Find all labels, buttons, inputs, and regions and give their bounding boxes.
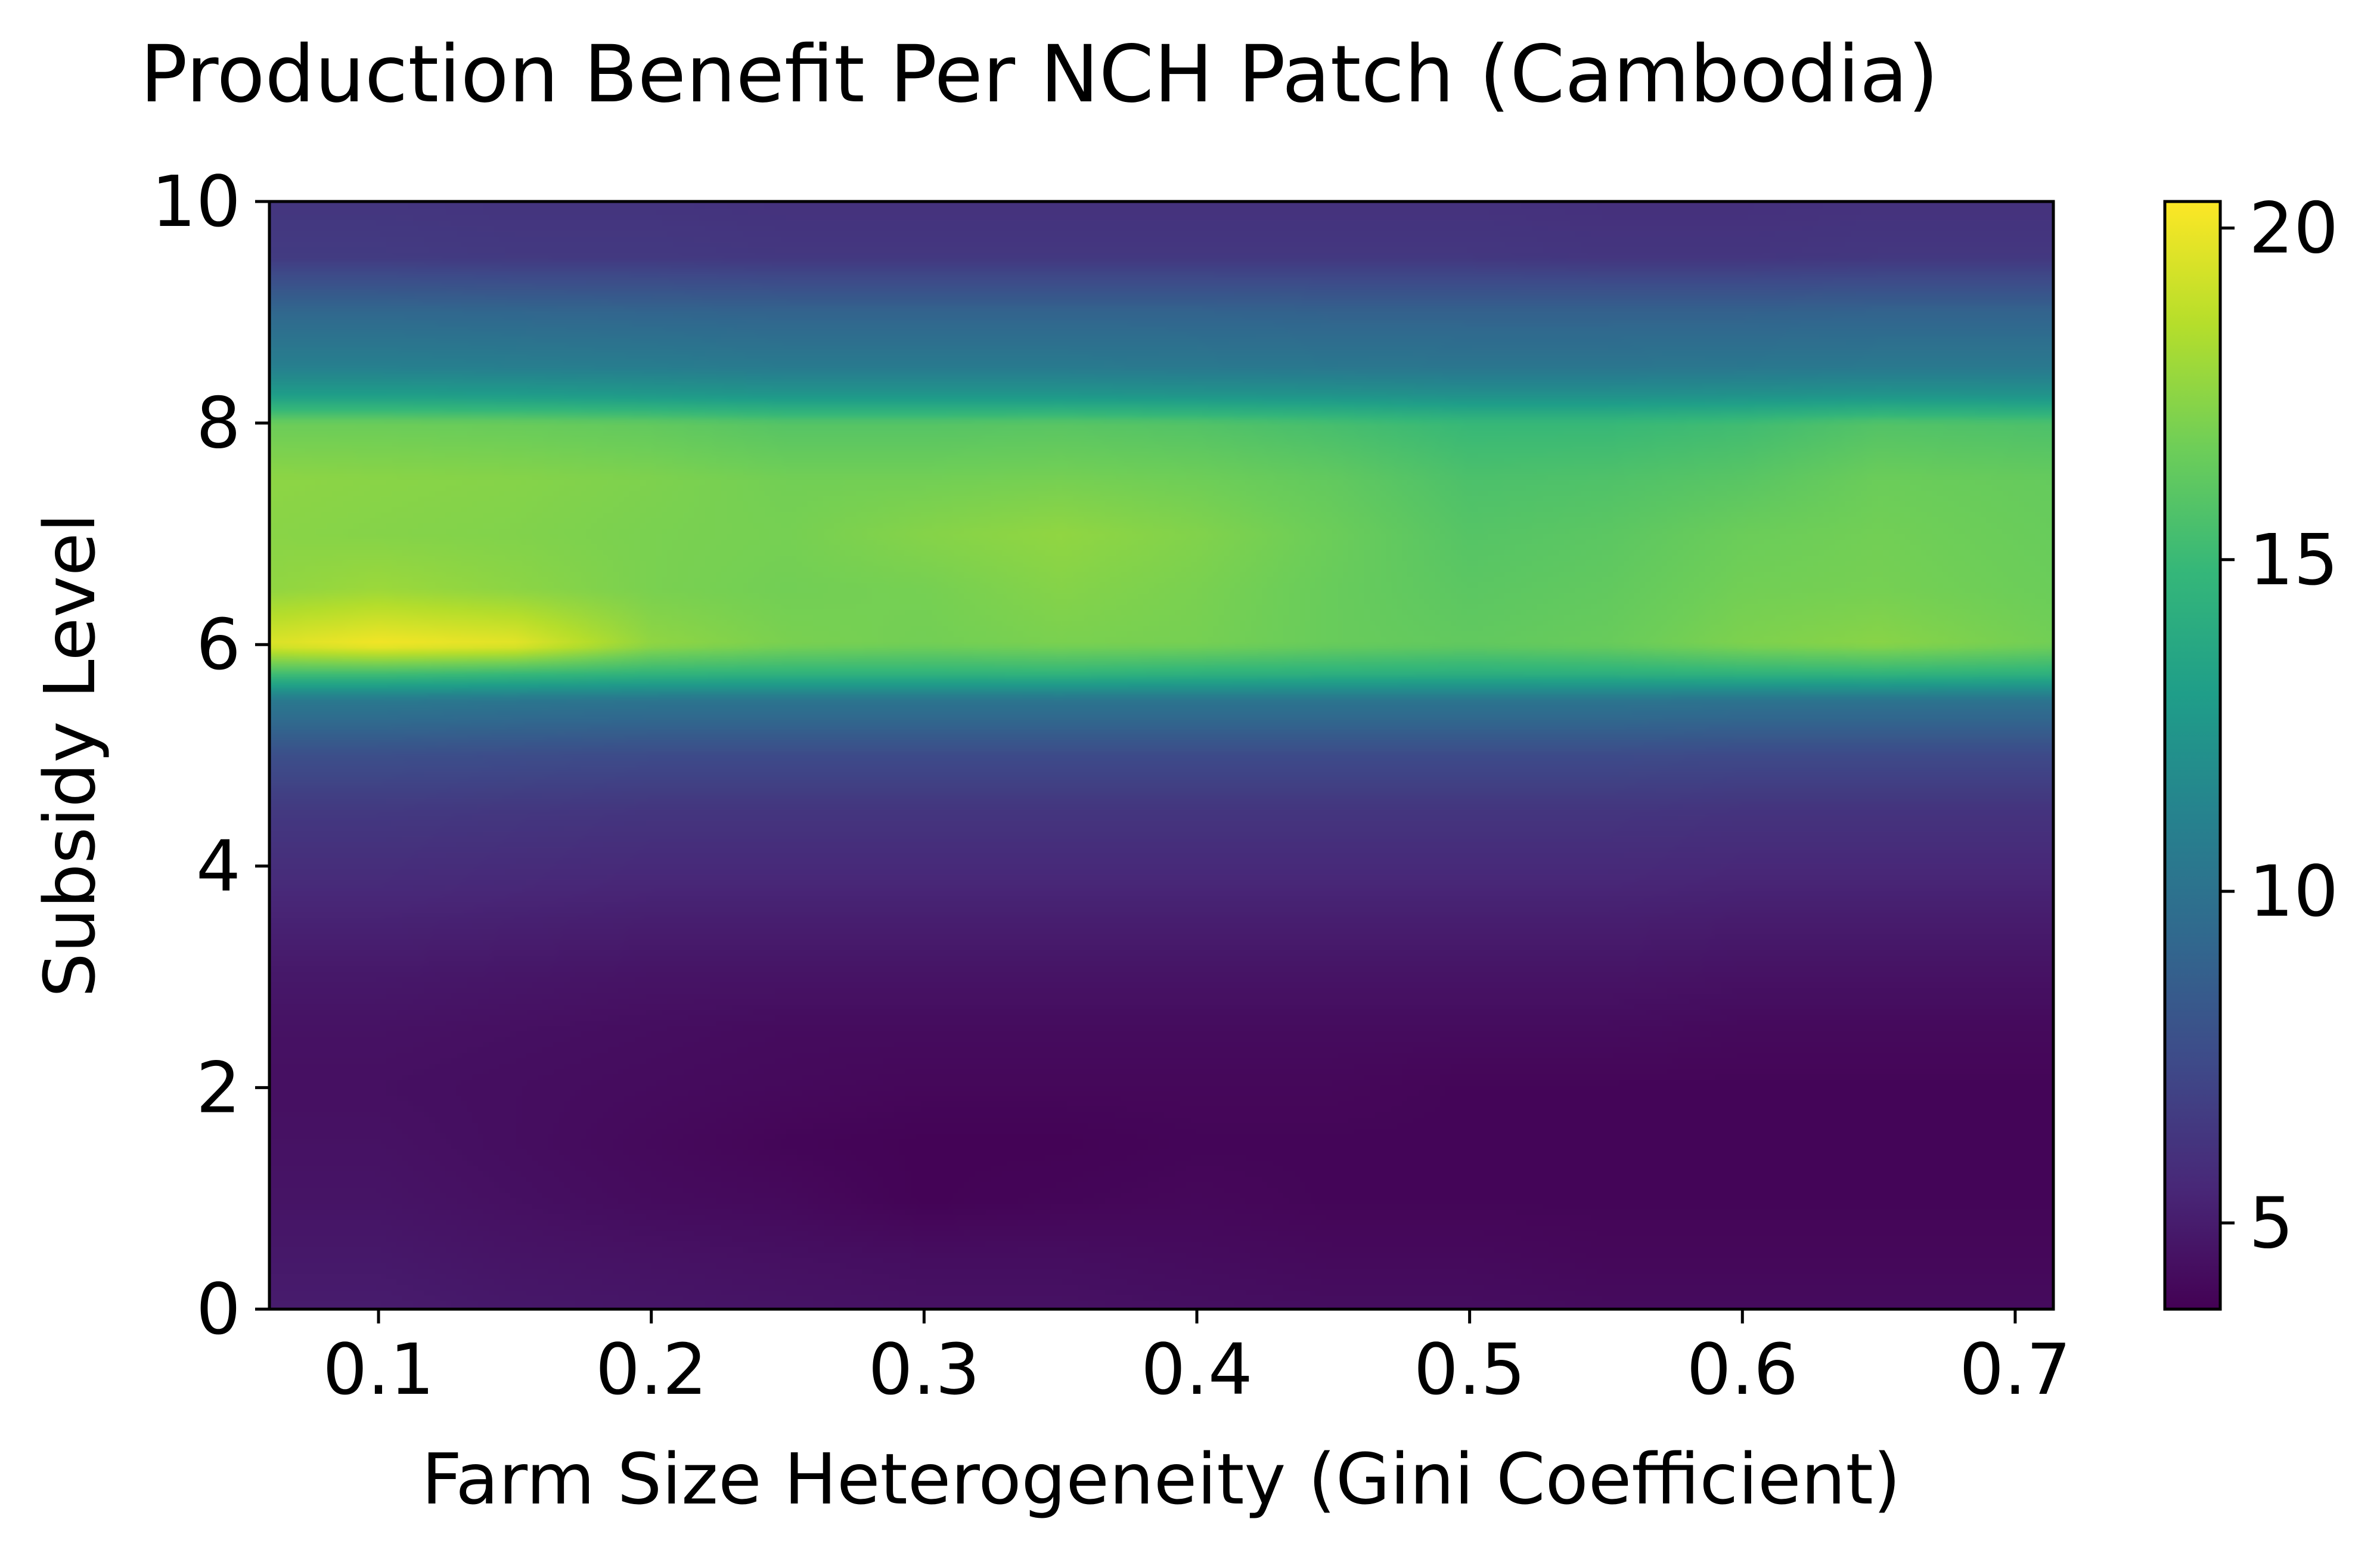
colorbar-tick-label: 20 xyxy=(2249,187,2338,269)
colorbar-tick-label: 15 xyxy=(2249,519,2338,601)
colorbar-tick-label: 5 xyxy=(2249,1182,2294,1264)
x-tick-label: 0.4 xyxy=(1141,1328,1253,1410)
heatmap-image xyxy=(269,202,2053,1309)
x-tick-label: 0.5 xyxy=(1414,1328,1526,1410)
y-tick-label: 2 xyxy=(196,1046,241,1129)
y-tick-label: 10 xyxy=(151,160,241,243)
x-tick-label: 0.7 xyxy=(1959,1328,2071,1410)
colorbar-fill xyxy=(2165,202,2220,1309)
y-tick-label: 8 xyxy=(196,382,241,464)
x-tick-label: 0.3 xyxy=(868,1328,980,1410)
y-axis-label: Subsidy Level xyxy=(29,513,111,998)
colorbar: 5 10 15 20 xyxy=(2163,187,2338,1311)
plot-frame xyxy=(268,200,2055,1311)
colorbar-ticks: 5 10 15 20 xyxy=(2220,187,2338,1264)
y-axis: 0 2 4 6 8 10 xyxy=(151,160,269,1350)
colorbar-frame xyxy=(2163,200,2222,1311)
heatmap-plot-area xyxy=(268,200,2055,1311)
x-axis: 0.1 0.2 0.3 0.4 0.5 0.6 0.7 xyxy=(322,1309,2071,1410)
y-tick-label: 0 xyxy=(196,1268,241,1350)
x-tick-label: 0.1 xyxy=(322,1328,435,1410)
x-axis-label: Farm Size Heterogeneity (Gini Coefficien… xyxy=(421,1438,1901,1520)
x-tick-label: 0.6 xyxy=(1686,1328,1798,1410)
y-tick-label: 6 xyxy=(196,603,241,686)
chart-title: Production Benefit Per NCH Patch (Cambod… xyxy=(140,29,1938,120)
y-tick-label: 4 xyxy=(196,825,241,907)
x-tick-label: 0.2 xyxy=(595,1328,708,1410)
colorbar-tick-label: 10 xyxy=(2249,850,2338,932)
